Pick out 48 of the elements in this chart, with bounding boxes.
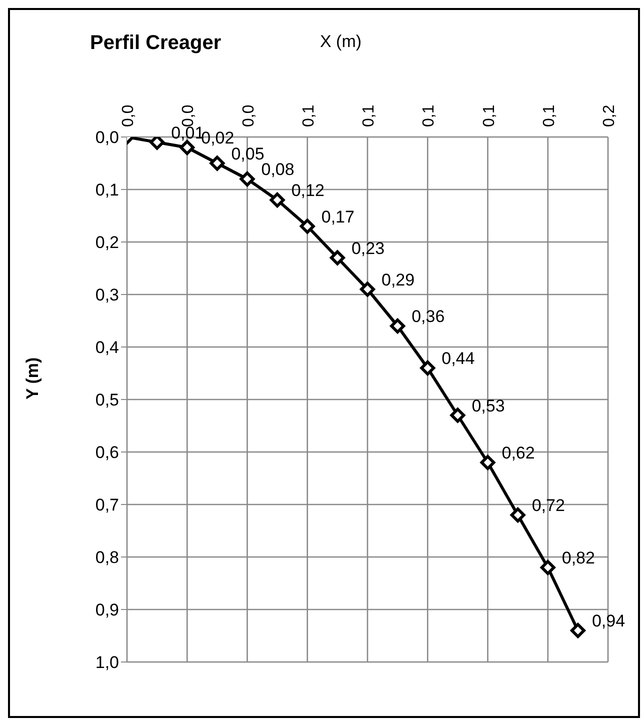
- data-label: 0,62: [502, 444, 535, 462]
- data-label: 0,36: [412, 307, 445, 326]
- x-tick-label: 0,0: [240, 104, 258, 127]
- y-tick-label: 0,1: [95, 180, 119, 200]
- point: [360, 282, 375, 297]
- x-tick-label: 0,2: [601, 104, 618, 127]
- x-tick-label: 0,1: [480, 104, 498, 127]
- x-axis-title: X (m): [320, 32, 362, 52]
- y-tick-label: 0,9: [95, 600, 119, 620]
- y-tick-label: 0,0: [95, 128, 119, 148]
- data-label: 0,94: [592, 612, 626, 630]
- point: [390, 318, 406, 334]
- point: [480, 455, 496, 470]
- point: [150, 137, 165, 150]
- data-label: 0,72: [532, 496, 565, 515]
- point: [450, 408, 466, 423]
- y-axis-title: Y (m): [23, 357, 42, 400]
- data-label: 0,17: [321, 207, 354, 226]
- x-tick-label: 0,1: [360, 104, 378, 127]
- point: [270, 192, 285, 208]
- point: [420, 360, 436, 376]
- y-tick-label: 0,6: [95, 443, 119, 462]
- chart-title: Perfil Creager: [90, 32, 222, 55]
- y-tick-label: 0,8: [95, 548, 119, 568]
- point: [300, 218, 315, 234]
- data-label: 0,44: [442, 349, 475, 368]
- y-tick-label: 0,5: [95, 390, 119, 410]
- x-tick-label: 0,1: [300, 104, 318, 127]
- y-tick-label: 0,7: [95, 496, 119, 515]
- data-label: 0,53: [472, 396, 505, 416]
- x-tick-label: 0,1: [420, 104, 438, 127]
- point: [210, 156, 225, 171]
- point: [570, 623, 586, 638]
- y-tick-label: 0,4: [95, 338, 119, 358]
- data-label: 0,29: [382, 270, 415, 290]
- point: [330, 250, 345, 266]
- point: [180, 140, 195, 155]
- y-tick-label: 0,3: [95, 286, 119, 305]
- point: [540, 560, 556, 575]
- data-label: 0,12: [291, 181, 324, 200]
- point: [510, 508, 526, 522]
- data-label: 0,82: [562, 548, 595, 568]
- data-label: 0,23: [351, 238, 385, 258]
- point: [240, 172, 255, 186]
- x-tick-label: 0,1: [540, 104, 558, 127]
- x-tick-label: 0,0: [120, 104, 137, 127]
- y-tick-label: 1,0: [95, 653, 119, 672]
- y-tick-label: 0,2: [95, 233, 119, 252]
